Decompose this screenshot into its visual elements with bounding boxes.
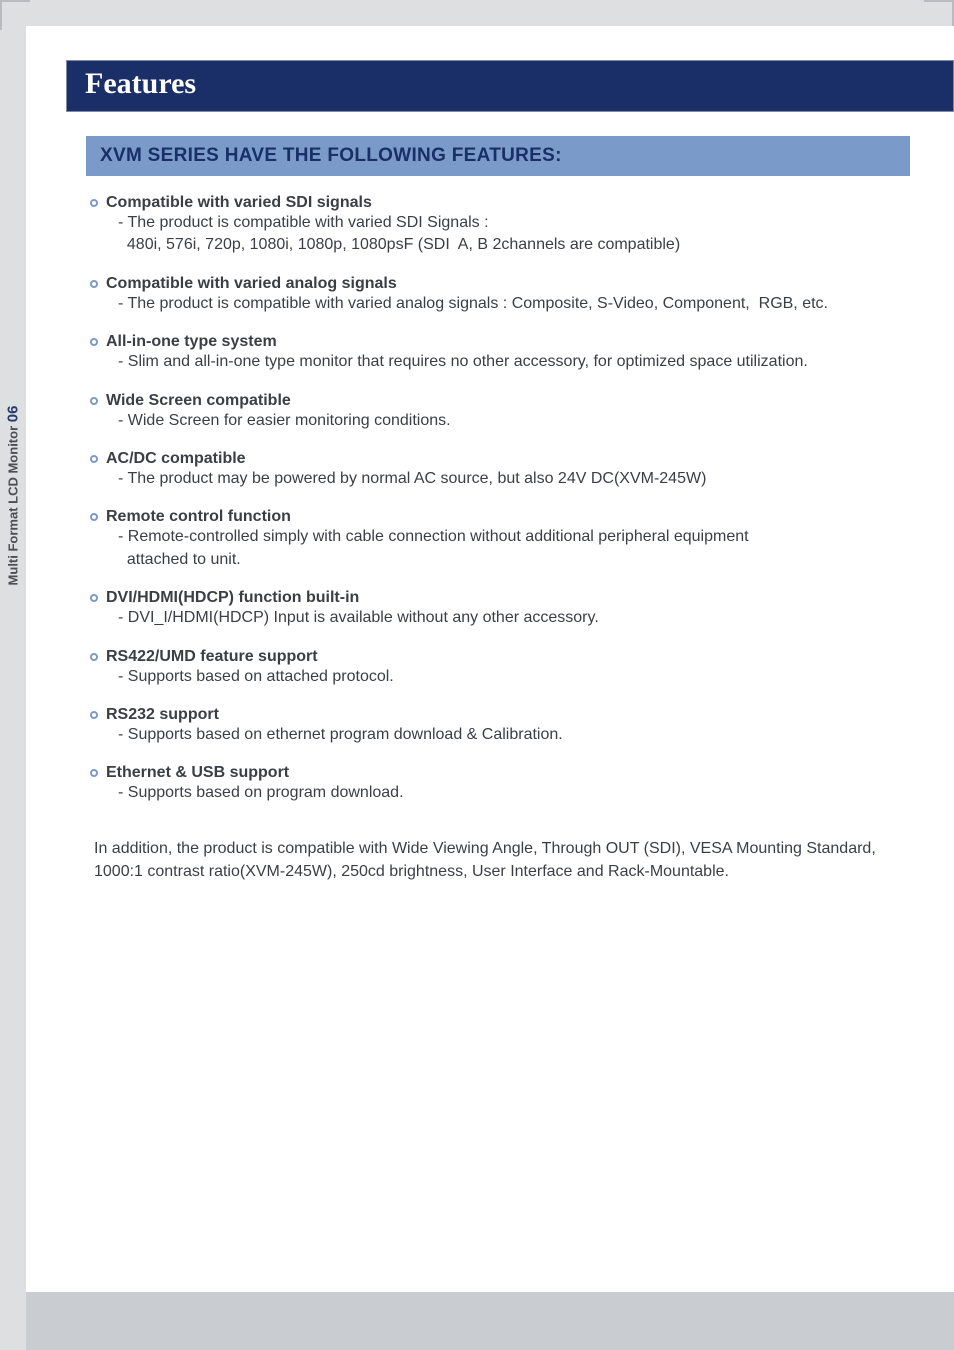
feature-line: - Supports based on program download.: [118, 782, 906, 804]
bullet-icon: [90, 455, 98, 463]
feature-title: Remote control function: [106, 508, 291, 526]
feature-head: DVI/HDMI(HDCP) function built-in: [90, 589, 906, 607]
feature-line: attached to unit.: [118, 549, 906, 571]
feature-item: Wide Screen compatible- Wide Screen for …: [90, 392, 906, 432]
feature-body: - Supports based on ethernet program dow…: [90, 724, 906, 746]
feature-title: Ethernet & USB support: [106, 764, 289, 782]
bullet-icon: [90, 769, 98, 777]
feature-body: - The product is compatible with varied …: [90, 293, 906, 315]
feature-item: RS422/UMD feature support- Supports base…: [90, 648, 906, 688]
bullet-icon: [90, 653, 98, 661]
feature-line: - Slim and all-in-one type monitor that …: [118, 351, 906, 373]
feature-title: RS422/UMD feature support: [106, 648, 318, 666]
content-area: XVM SERIES HAVE THE FOLLOWING FEATURES: …: [26, 112, 954, 883]
feature-title: All-in-one type system: [106, 333, 277, 351]
side-tab: Multi Format LCD Monitor 06: [0, 355, 26, 635]
feature-body: - Wide Screen for easier monitoring cond…: [90, 410, 906, 432]
feature-title: DVI/HDMI(HDCP) function built-in: [106, 589, 359, 607]
bullet-icon: [90, 199, 98, 207]
feature-head: RS422/UMD feature support: [90, 648, 906, 666]
feature-line: - Supports based on ethernet program dow…: [118, 724, 906, 746]
feature-head: Remote control function: [90, 508, 906, 526]
feature-line: - DVI_I/HDMI(HDCP) Input is available wi…: [118, 607, 906, 629]
page-title: Features: [85, 67, 935, 101]
feature-body: - Supports based on attached protocol.: [90, 666, 906, 688]
page-frame: Features XVM SERIES HAVE THE FOLLOWING F…: [26, 26, 954, 1350]
side-tab-text: Multi Format LCD Monitor: [6, 425, 21, 585]
feature-line: - Wide Screen for easier monitoring cond…: [118, 410, 906, 432]
bullet-icon: [90, 711, 98, 719]
bullet-icon: [90, 513, 98, 521]
side-tab-page: 06: [5, 405, 22, 422]
feature-line: 480i, 576i, 720p, 1080i, 1080p, 1080psF …: [118, 234, 906, 256]
feature-item: Compatible with varied analog signals- T…: [90, 275, 906, 315]
feature-body: - Slim and all-in-one type monitor that …: [90, 351, 906, 373]
sub-heading: XVM SERIES HAVE THE FOLLOWING FEATURES:: [86, 136, 910, 176]
feature-head: AC/DC compatible: [90, 450, 906, 468]
feature-title: RS232 support: [106, 706, 219, 724]
feature-title: Wide Screen compatible: [106, 392, 291, 410]
feature-head: Wide Screen compatible: [90, 392, 906, 410]
side-tab-label: Multi Format LCD Monitor 06: [5, 405, 22, 585]
feature-head: Ethernet & USB support: [90, 764, 906, 782]
footer-paragraph: In addition, the product is compatible w…: [86, 823, 886, 883]
bottom-strip: [26, 1292, 954, 1350]
feature-body: - The product is compatible with varied …: [90, 212, 906, 257]
feature-head: Compatible with varied analog signals: [90, 275, 906, 293]
feature-head: All-in-one type system: [90, 333, 906, 351]
feature-list: Compatible with varied SDI signals- The …: [86, 176, 910, 805]
feature-line: - Remote-controlled simply with cable co…: [118, 526, 906, 548]
feature-item: AC/DC compatible- The product may be pow…: [90, 450, 906, 490]
feature-item: Ethernet & USB support- Supports based o…: [90, 764, 906, 804]
feature-line: - Supports based on attached protocol.: [118, 666, 906, 688]
feature-title: Compatible with varied analog signals: [106, 275, 397, 293]
feature-title: AC/DC compatible: [106, 450, 246, 468]
feature-item: DVI/HDMI(HDCP) function built-in- DVI_I/…: [90, 589, 906, 629]
bullet-icon: [90, 594, 98, 602]
feature-item: RS232 support- Supports based on etherne…: [90, 706, 906, 746]
feature-line: - The product is compatible with varied …: [118, 293, 906, 315]
title-bar: Features: [66, 60, 954, 112]
feature-line: - The product is compatible with varied …: [118, 212, 906, 234]
feature-body: - Remote-controlled simply with cable co…: [90, 526, 906, 571]
bullet-icon: [90, 397, 98, 405]
feature-item: All-in-one type system- Slim and all-in-…: [90, 333, 906, 373]
feature-item: Remote control function- Remote-controll…: [90, 508, 906, 571]
feature-head: RS232 support: [90, 706, 906, 724]
feature-title: Compatible with varied SDI signals: [106, 194, 372, 212]
feature-body: - Supports based on program download.: [90, 782, 906, 804]
feature-line: - The product may be powered by normal A…: [118, 468, 906, 490]
feature-body: - DVI_I/HDMI(HDCP) Input is available wi…: [90, 607, 906, 629]
bullet-icon: [90, 338, 98, 346]
feature-item: Compatible with varied SDI signals- The …: [90, 194, 906, 257]
bullet-icon: [90, 280, 98, 288]
feature-head: Compatible with varied SDI signals: [90, 194, 906, 212]
feature-body: - The product may be powered by normal A…: [90, 468, 906, 490]
